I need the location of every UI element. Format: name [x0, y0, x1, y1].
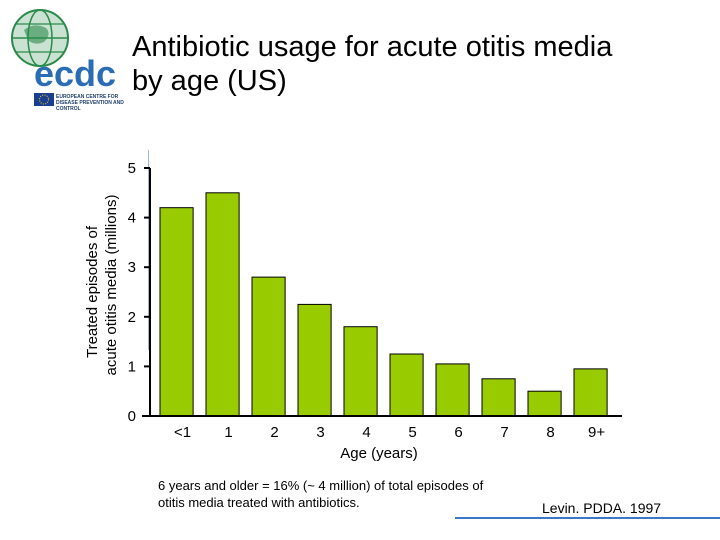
x-tick-label: 7	[500, 424, 508, 441]
x-tick-label: <1	[174, 424, 191, 441]
y-tick-label: 3	[128, 259, 136, 276]
bar	[481, 378, 516, 417]
y-tick-group: 0 1 2 3 4 5	[128, 160, 150, 425]
bar	[573, 368, 608, 417]
bar	[527, 390, 562, 417]
bar	[205, 192, 240, 417]
ecdc-logo: ecdc EUROPEAN CENTRE FOR DISEASE PREVENT…	[0, 0, 130, 120]
decorative-rule	[148, 150, 149, 350]
bar-group	[159, 192, 608, 417]
y-tick-label: 5	[128, 160, 136, 177]
bottom-accent-rule	[455, 517, 720, 519]
footnote-text: 6 years and older = 16% (~ 4 million) of…	[158, 478, 484, 510]
x-tick-label: 6	[454, 424, 462, 441]
source-citation: Levin. PDDA. 1997	[542, 500, 662, 516]
slide-title: Antibiotic usage for acute otitis media …	[132, 30, 712, 98]
eu-flag-icon	[34, 93, 54, 106]
title-line-2: by age (US)	[132, 65, 287, 97]
x-tick-label: 4	[362, 424, 370, 441]
bar	[159, 207, 194, 417]
y-tick-label: 4	[128, 210, 136, 227]
x-tick-label: 5	[408, 424, 416, 441]
wordmark-text: ecdc	[34, 53, 116, 94]
y-axis-label-line-2: acute otitis media (millions)	[103, 195, 120, 376]
bar	[389, 353, 424, 417]
x-tick-label: 2	[270, 424, 278, 441]
x-axis-label: Age (years)	[340, 445, 418, 462]
x-tick-label: 3	[316, 424, 324, 441]
y-axis-label-line-1: Treated episodes of	[84, 225, 101, 358]
ecdc-logo-graphic: ecdc	[11, 9, 116, 106]
y-tick-label: 0	[128, 408, 136, 425]
y-tick-label: 2	[128, 309, 136, 326]
y-tick-label: 1	[128, 358, 136, 375]
x-tick-group: <1 1 2 3 4 5 6 7 8 9+	[174, 424, 605, 441]
bar	[435, 363, 470, 417]
x-tick-label: 1	[224, 424, 232, 441]
bar	[343, 326, 378, 417]
x-tick-label: 9+	[588, 424, 605, 441]
title-line-1: Antibiotic usage for acute otitis media	[132, 31, 613, 63]
x-tick-label: 8	[546, 424, 554, 441]
bar	[297, 303, 332, 417]
bar	[251, 276, 286, 417]
logo-subtitle: EUROPEAN CENTRE FOR DISEASE PREVENTION A…	[56, 94, 124, 112]
globe-icon	[11, 9, 69, 67]
